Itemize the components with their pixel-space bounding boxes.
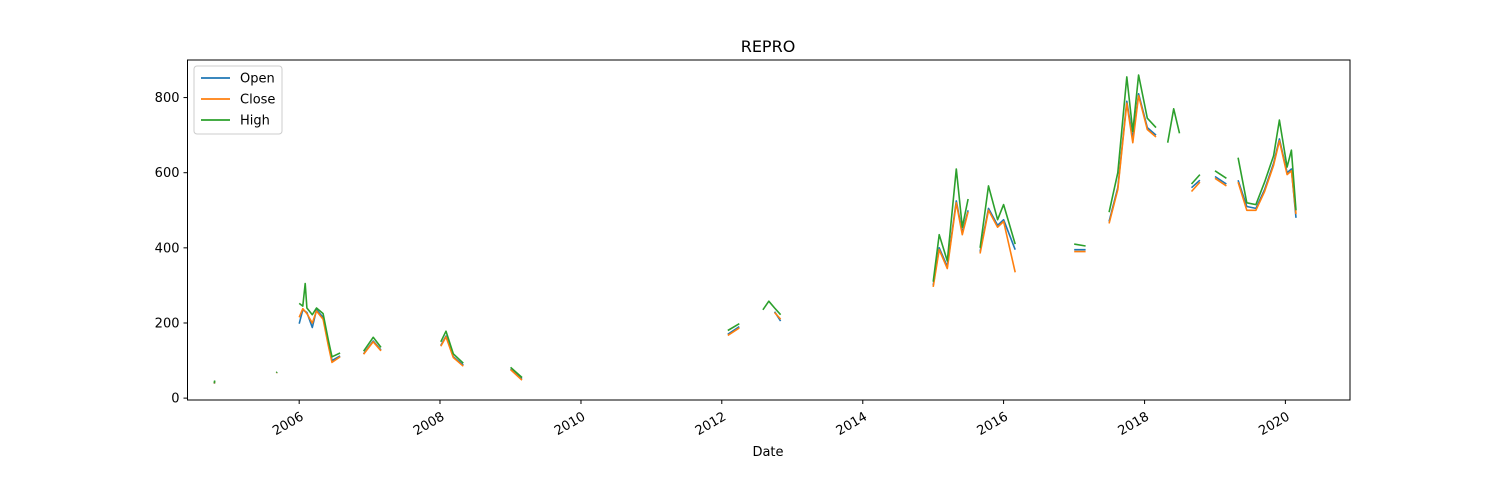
y-tick-label: 200 — [155, 316, 180, 331]
y-tick-label: 0 — [171, 392, 179, 407]
x-tick-label: 2006 — [270, 409, 306, 439]
x-axis-label: Date — [752, 445, 783, 460]
legend: Open Close High — [193, 65, 283, 135]
x-tick-label: 2014 — [834, 409, 870, 439]
x-axis: 2006 2008 2010 2012 2014 2016 2018 2020 — [270, 400, 1293, 439]
x-tick-label: 2010 — [552, 409, 588, 439]
plot-frame — [187, 59, 1351, 401]
y-tick-label: 600 — [155, 166, 180, 181]
series-line-high — [213, 74, 1297, 384]
chart-title: REPRO — [741, 37, 796, 56]
y-axis: 0 200 400 600 800 — [155, 91, 188, 407]
legend-box — [193, 65, 283, 135]
x-tick-label: 2020 — [1256, 409, 1292, 439]
x-tick-label: 2018 — [1116, 409, 1152, 439]
series-line-close — [213, 94, 1297, 384]
legend-label-close: Close — [240, 93, 275, 108]
y-tick-label: 800 — [155, 91, 180, 106]
y-tick-label: 400 — [155, 241, 180, 256]
series-layer — [213, 74, 1297, 384]
legend-label-high: High — [240, 114, 270, 129]
x-tick-label: 2016 — [975, 409, 1011, 439]
x-tick-label: 2008 — [411, 409, 447, 439]
x-tick-label: 2012 — [693, 409, 729, 439]
legend-label-open: Open — [240, 72, 275, 87]
